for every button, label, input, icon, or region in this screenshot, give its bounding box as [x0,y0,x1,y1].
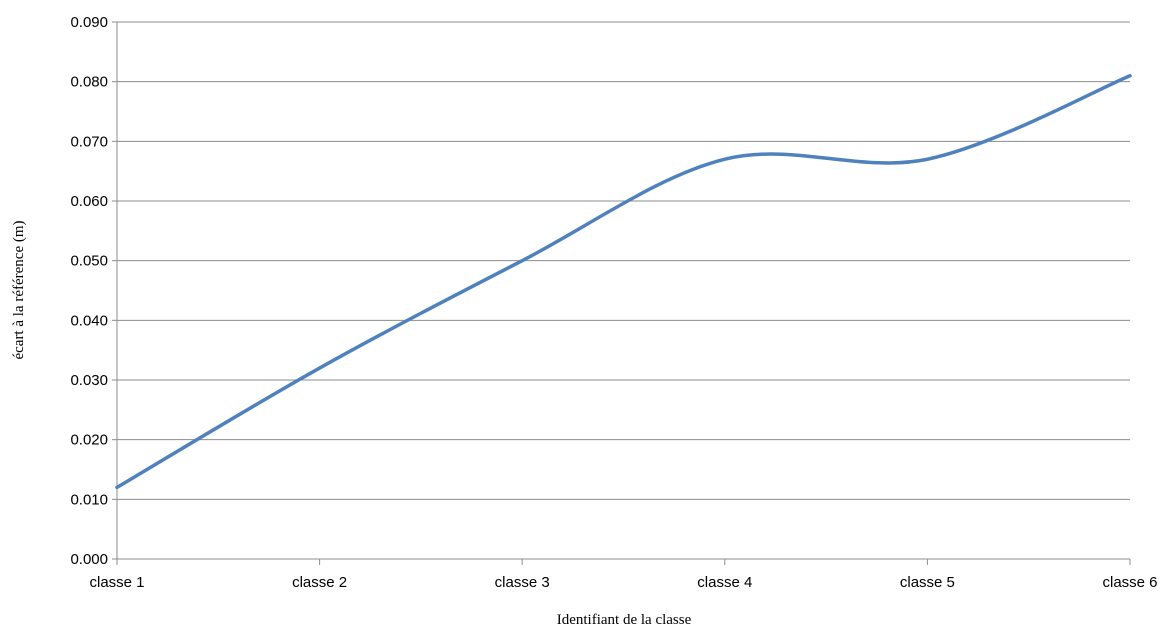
y-tick-label: 0.080 [70,74,108,91]
x-tick-label: classe 6 [1102,574,1157,591]
y-tick-label: 0.010 [70,491,108,508]
axes [112,21,1131,565]
y-tick-label: 0.030 [70,372,108,389]
y-tick-label: 0.000 [70,551,108,568]
y-tick-label: 0.090 [70,14,108,31]
y-axis-title: écart à la référence (m) [11,220,27,359]
y-tick-label: 0.070 [70,133,108,150]
x-tick-label: classe 4 [697,574,752,591]
x-tick-label: classe 1 [89,574,144,591]
y-tick-label: 0.050 [70,253,108,270]
gridlines [117,21,1130,500]
y-tick-label: 0.040 [70,312,108,329]
x-tick-label: classe 2 [292,574,347,591]
y-tick-label: 0.020 [70,432,108,449]
y-tick-label: 0.060 [70,193,108,210]
series-layer [115,73,1132,490]
x-tick-label: classe 3 [495,574,550,591]
x-tick-label: classe 5 [900,574,955,591]
x-axis-title: Identifiant de la classe [557,612,692,628]
tick-labels: 0.000 0.010 0.020 0.030 0.040 0.050 0.060 0.070… [70,14,1157,591]
series-line [115,73,1132,490]
